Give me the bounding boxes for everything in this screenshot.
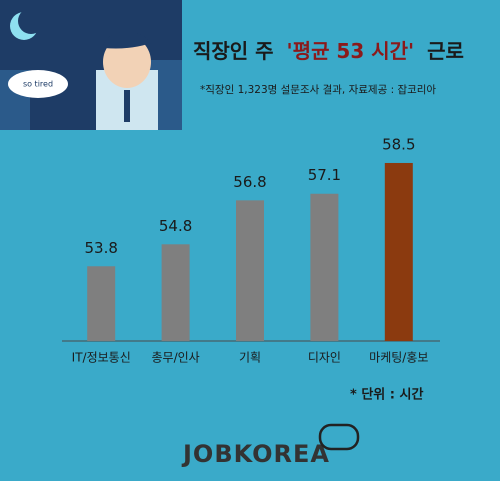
x-tick-label: 마케팅/홍보: [369, 351, 428, 365]
bubble-text: so tired: [23, 80, 53, 89]
unit-note: * 단위 : 시간: [350, 387, 423, 403]
title-highlight: '평균 53 시간': [287, 39, 415, 63]
x-tick-label: 총무/인사: [151, 351, 199, 365]
title-part: 근로: [427, 39, 464, 63]
x-tick-label: 기획: [239, 351, 261, 365]
value-label: 57.1: [308, 166, 341, 184]
logo: JOBKOREA: [181, 440, 330, 468]
subtitle: *직장인 1,323명 설문조사 결과, 자료제공 : 잡코리아: [200, 84, 436, 96]
value-label: 56.8: [233, 173, 266, 191]
x-tick-label: 디자인: [308, 351, 341, 365]
chart-title: 직장인 주 '평균 53 시간' 근로: [193, 39, 464, 63]
bar: [384, 162, 413, 341]
hair: [101, 31, 152, 52]
moon-shadow: [18, 8, 44, 34]
speech-bubble: [8, 70, 68, 98]
bar: [87, 266, 116, 341]
value-label: 54.8: [159, 217, 192, 235]
bar: [161, 244, 190, 341]
value-label: 58.5: [382, 135, 415, 153]
x-tick-label: IT/정보통신: [72, 351, 131, 365]
bar: [310, 193, 339, 341]
value-label: 53.8: [84, 239, 117, 257]
title-part: 직장인 주: [193, 39, 274, 63]
face: [103, 36, 151, 88]
bar: [236, 200, 264, 341]
tie: [124, 90, 130, 122]
logo-mark: [318, 423, 360, 451]
